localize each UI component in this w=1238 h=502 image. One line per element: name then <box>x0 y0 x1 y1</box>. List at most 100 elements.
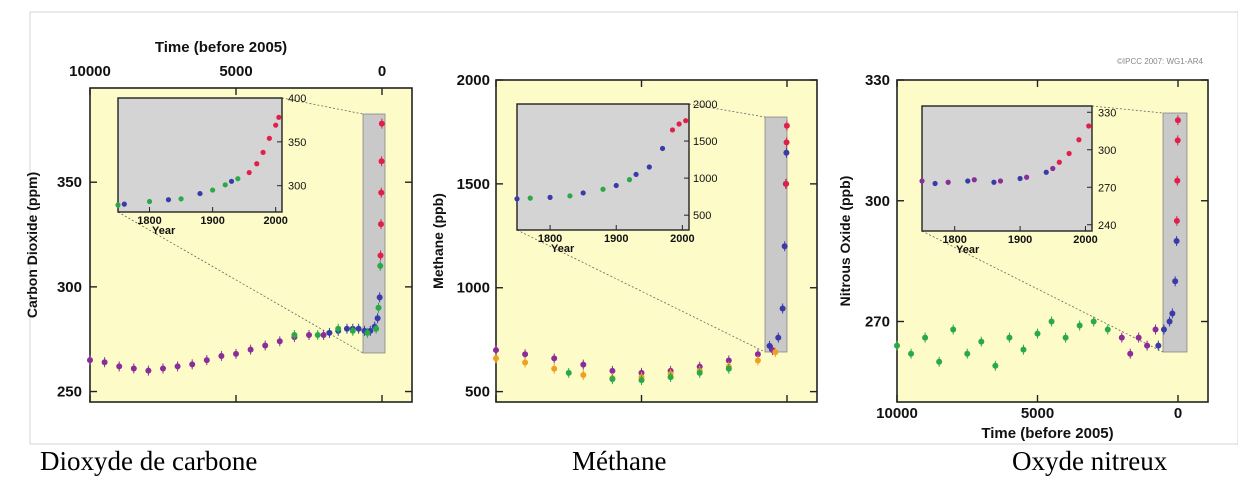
co2-data-point <box>247 346 254 353</box>
n2o-inset-y-tick-label: 270 <box>1098 182 1116 194</box>
co2-inset-data-point <box>254 161 260 167</box>
co2-connector-top <box>281 97 364 115</box>
n2o-data-point <box>1006 334 1013 341</box>
ch4-data-point <box>766 342 773 349</box>
n2o-inset-data-point <box>1050 165 1056 172</box>
ch4-data-point <box>696 369 703 376</box>
n2o-y-tick-label: 330 <box>865 72 890 89</box>
ch4-inset-data-point <box>567 193 573 199</box>
co2-inset-x-tick-label: 1800 <box>137 215 161 227</box>
ch4-inset-data-point <box>580 190 586 196</box>
co2-inset-data-point <box>197 190 203 197</box>
n2o-inset-data-point <box>1017 175 1023 182</box>
n2o-data-point <box>1020 346 1027 353</box>
co2-data-point <box>343 325 350 332</box>
co2-data-point <box>233 350 239 357</box>
co2-inset-data-point <box>121 201 127 207</box>
n2o-data-point <box>1090 318 1097 325</box>
n2o-data-point <box>1155 342 1162 349</box>
co2-x-tick-label: 10000 <box>69 63 111 80</box>
n2o-data-point <box>1034 330 1041 337</box>
ch4-data-point <box>754 357 761 364</box>
n2o-data-point <box>1152 326 1159 333</box>
n2o-data-point <box>1174 137 1181 144</box>
ch4-inset-x-tick-label: 2000 <box>670 233 694 245</box>
n2o-x-tick-label: 0 <box>1174 405 1182 422</box>
ch4-data-point <box>565 369 572 376</box>
n2o-recent-highlight <box>1162 112 1188 353</box>
n2o-data-point <box>1173 238 1180 244</box>
n2o-x-axis-label: Time (before 2005) <box>981 425 1113 442</box>
co2-data-point <box>373 325 380 332</box>
n2o-data-point <box>992 362 999 369</box>
ch4-data-point <box>609 376 616 383</box>
ch4-inset-plot <box>516 103 690 231</box>
co2-data-point <box>374 315 381 322</box>
ch4-data-point <box>775 334 782 341</box>
ch4-y-tick-label: 500 <box>465 384 490 401</box>
n2o-x-tick-label: 10000 <box>876 405 918 422</box>
co2-data-point <box>276 338 283 345</box>
ipcc-watermark: ©IPCC 2007: WG1-AR4 <box>1117 57 1203 66</box>
n2o-data-point <box>1166 318 1173 325</box>
co2-inset-y-tick-label: 300 <box>288 181 306 193</box>
co2-data-point <box>378 189 385 196</box>
ch4-y-axis-label: Methane (ppb) <box>430 193 446 289</box>
co2-data-point <box>174 363 181 370</box>
n2o-data-point <box>1076 322 1083 329</box>
n2o-inset-y-tick-label: 330 <box>1098 107 1116 119</box>
ch4-inset-data-point <box>600 186 606 192</box>
co2-inset-data-point <box>115 202 121 208</box>
n2o-inset-data-point <box>1066 150 1072 157</box>
co2-data-point <box>160 365 166 372</box>
ch4-data-point <box>609 367 616 374</box>
co2-inset-y-tick-label: 350 <box>288 137 306 149</box>
co2-inset-data-point <box>266 135 272 141</box>
co2-x-tick-label: 0 <box>378 63 386 80</box>
ch4-inset-data-point <box>613 182 619 189</box>
ch4-data-point <box>580 371 587 378</box>
co2-data-point <box>377 221 384 228</box>
ch4-data-point <box>493 347 499 354</box>
nitrous-oxide-chart: 270 300 330 Nitrous Oxide (ppb) 10000 5000 0 Ti… <box>837 72 1209 442</box>
n2o-inset-data-point <box>1043 169 1049 175</box>
co2-inset-data-point <box>235 176 241 182</box>
co2-inset-x-label: Year <box>152 225 176 237</box>
n2o-inset-data-point <box>965 178 971 184</box>
n2o-y-tick-label: 270 <box>865 314 890 331</box>
co2-x-tick-label: 5000 <box>219 63 252 80</box>
n2o-inset-data-point <box>971 177 977 183</box>
co2-data-point <box>364 329 371 336</box>
n2o-data-point <box>1169 310 1176 317</box>
n2o-inset-y-tick-label: 300 <box>1098 145 1116 157</box>
co2-inset-data-point <box>165 197 172 203</box>
ch4-data-point <box>725 365 732 372</box>
n2o-y-axis-label: Nitrous Oxide (ppb) <box>837 176 853 307</box>
ch4-data-point <box>754 351 761 358</box>
co2-y-tick-label: 250 <box>57 384 82 401</box>
ch4-inset-y-tick-label: 1500 <box>693 136 717 148</box>
co2-chart: 250 300 350 Carbon Dioxide (ppm) 10000 5000 0 T… <box>24 39 413 403</box>
ch4-data-point <box>779 305 786 312</box>
n2o-inset-data-point <box>997 178 1004 184</box>
ch4-data-point <box>551 355 558 362</box>
n2o-data-point <box>908 350 915 357</box>
co2-data-point <box>189 361 196 368</box>
co2-data-point <box>320 332 327 339</box>
co2-y-tick-label: 350 <box>57 174 82 191</box>
ch4-inset-x-tick-label: 1900 <box>604 233 628 245</box>
ch4-data-point <box>783 149 790 156</box>
co2-inset-data-point <box>146 198 153 205</box>
n2o-inset-data-point <box>919 178 925 184</box>
ch4-data-point <box>783 139 790 146</box>
ch4-data-point <box>725 357 732 364</box>
n2o-data-point <box>1173 217 1180 224</box>
ch4-inset-data-point <box>646 164 652 170</box>
ch4-inset-y-tick-label: 1000 <box>693 173 717 185</box>
co2-inset-data-point <box>246 169 252 176</box>
ch4-inset-data-point <box>683 118 689 124</box>
n2o-data-point <box>978 338 985 345</box>
co2-inset-data-point <box>228 178 235 184</box>
ch4-data-point <box>522 351 529 358</box>
ch4-data-point <box>522 359 529 366</box>
